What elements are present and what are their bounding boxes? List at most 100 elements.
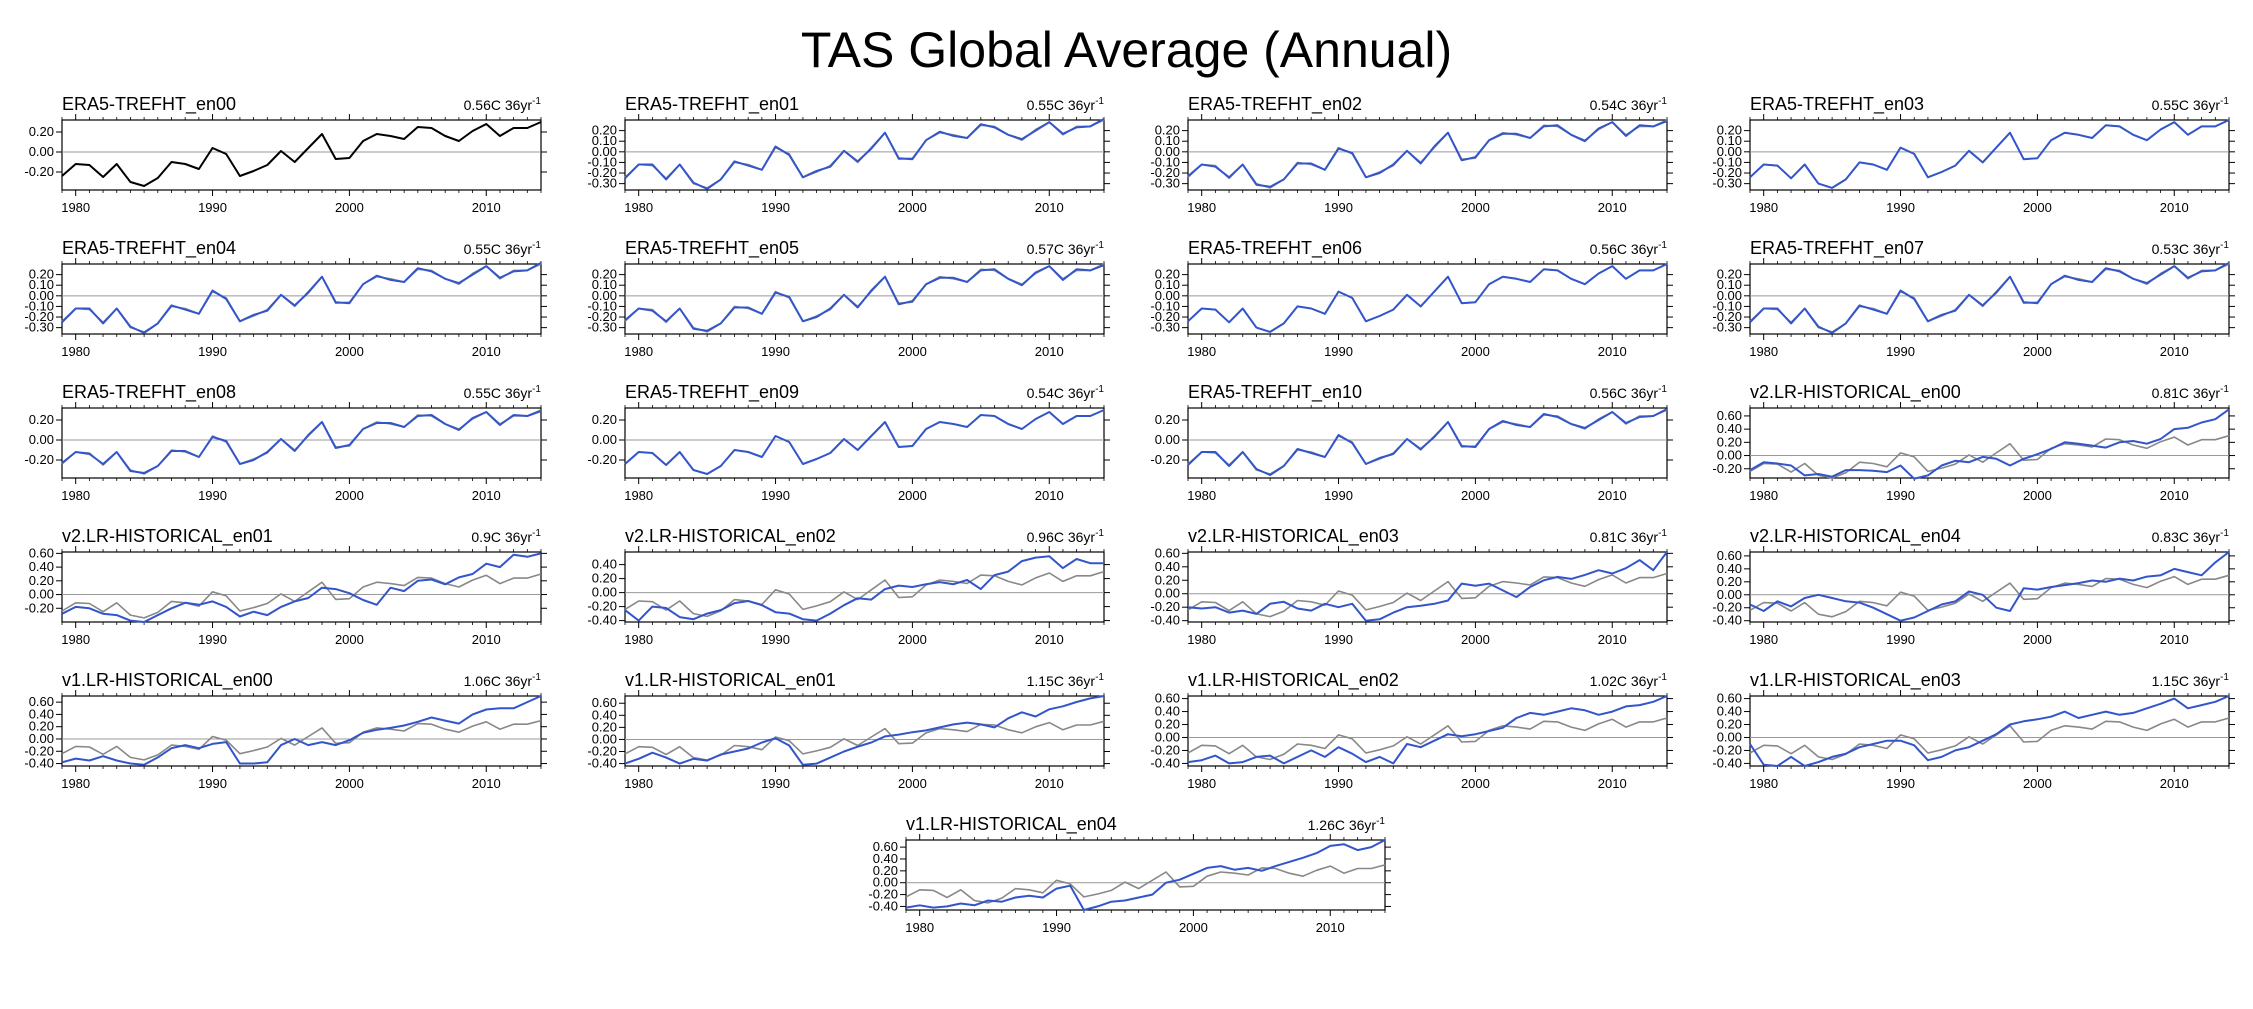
y-tick-label: 0.20 — [29, 412, 54, 427]
x-tick-label: 2000 — [2023, 488, 2052, 503]
x-tick-label: 1980 — [905, 920, 934, 935]
x-tick-label: 2010 — [2160, 344, 2189, 359]
plot-frame — [624, 263, 1105, 335]
panel-chart: ERA5-TREFHT_en00 0.56C 36yr-1 1980 1990 2000… — [24, 94, 547, 215]
panel-title: ERA5-TREFHT_en10 — [1188, 382, 1362, 403]
ensemble-series-line — [61, 552, 542, 623]
panel-title: v1.LR-HISTORICAL_en02 — [1188, 670, 1399, 691]
x-tick-label: 1990 — [1886, 632, 1915, 647]
ensemble-series-line — [1749, 695, 2230, 767]
ensemble-series-line — [61, 695, 542, 766]
plot-frame — [905, 839, 1386, 911]
reference-series-line — [1187, 572, 1668, 618]
x-tick-label: 2000 — [898, 344, 927, 359]
x-tick-label: 2010 — [472, 200, 501, 215]
y-tick-label: -0.20 — [868, 887, 898, 902]
x-tick-label: 2000 — [1461, 344, 1490, 359]
panel-title: ERA5-TREFHT_en05 — [625, 238, 799, 259]
x-tick-label: 2010 — [1035, 488, 1064, 503]
x-tick-label: 2010 — [2160, 632, 2189, 647]
panel-title: v2.LR-HISTORICAL_en04 — [1750, 526, 1961, 547]
x-tick-label: 2000 — [1461, 200, 1490, 215]
y-tick-label: 0.00 — [592, 432, 617, 447]
y-tick-label: 0.20 — [1155, 123, 1180, 138]
x-tick-label: 1990 — [761, 632, 790, 647]
x-tick-label: 2010 — [472, 488, 501, 503]
x-tick-label: 1980 — [1187, 344, 1216, 359]
panel-chart: v1.LR-HISTORICAL_en04 1.26C 36yr-1 1980 199… — [868, 814, 1391, 935]
panel-trend-label: 0.9C 36yr-1 — [471, 528, 541, 545]
x-tick-label: 1980 — [624, 344, 653, 359]
y-tick-label: 0.10 — [1155, 277, 1180, 292]
ensemble-series-line — [624, 409, 1105, 475]
y-tick-label: -0.30 — [24, 320, 54, 335]
x-tick-label: 1980 — [624, 200, 653, 215]
panel-chart: v2.LR-HISTORICAL_en00 0.81C 36yr-1 1980 199… — [1712, 382, 2235, 503]
y-tick-label: 0.20 — [1155, 572, 1180, 587]
plot-frame — [1749, 119, 2230, 191]
x-tick-label: 1990 — [761, 488, 790, 503]
y-tick-label: -0.20 — [1712, 461, 1742, 476]
x-tick-label: 1990 — [198, 632, 227, 647]
y-tick-label: 0.40 — [29, 559, 54, 574]
x-tick-label: 2010 — [1035, 200, 1064, 215]
plot-frame — [1749, 407, 2230, 479]
x-tick-label: 2000 — [898, 776, 927, 791]
x-tick-label: 1990 — [1886, 344, 1915, 359]
y-tick-label: -0.30 — [1712, 176, 1742, 191]
x-tick-label: 2010 — [1598, 344, 1627, 359]
y-tick-label: 0.00 — [1155, 144, 1180, 159]
y-tick-label: -0.20 — [1150, 742, 1180, 757]
plot-frame — [61, 119, 542, 191]
y-tick-label: 0.00 — [1155, 288, 1180, 303]
x-tick-label: 2000 — [335, 776, 364, 791]
y-tick-label: 0.20 — [29, 573, 54, 588]
ensemble-series-line — [61, 121, 542, 187]
y-tick-label: 0.20 — [1155, 412, 1180, 427]
x-tick-label: 2010 — [2160, 200, 2189, 215]
x-tick-label: 2000 — [1461, 776, 1490, 791]
y-tick-label: -0.20 — [24, 600, 54, 615]
y-tick-label: 0.40 — [1717, 421, 1742, 436]
y-tick-label: 0.00 — [1717, 288, 1742, 303]
ensemble-series-line — [1187, 408, 1668, 476]
panel-chart: v1.LR-HISTORICAL_en00 1.06C 36yr-1 1980 199… — [24, 670, 547, 791]
panel-trend-label: 1.02C 36yr-1 — [1590, 672, 1668, 689]
panel-title: v1.LR-HISTORICAL_en04 — [906, 814, 1117, 835]
y-tick-label: 0.40 — [592, 707, 617, 722]
y-tick-label: -0.20 — [1712, 165, 1742, 180]
y-tick-label: -0.30 — [1150, 320, 1180, 335]
panel-chart: ERA5-TREFHT_en10 0.56C 36yr-1 1980 1990 2000… — [1150, 382, 1673, 503]
panel-trend-label: 0.56C 36yr-1 — [464, 96, 542, 113]
plot-frame — [1187, 119, 1668, 191]
x-tick-label: 1980 — [624, 776, 653, 791]
y-tick-label: 0.10 — [1717, 133, 1742, 148]
panel-chart: ERA5-TREFHT_en08 0.55C 36yr-1 1980 1990 2000… — [24, 382, 547, 503]
panel-chart: ERA5-TREFHT_en04 0.55C 36yr-1 1980 1990 2000… — [24, 238, 547, 359]
panel-trend-label: 0.55C 36yr-1 — [1027, 96, 1105, 113]
ensemble-series-line — [61, 262, 542, 334]
panel-trend-label: 0.57C 36yr-1 — [1027, 240, 1105, 257]
y-tick-label: -0.20 — [587, 744, 617, 759]
panel-chart: v1.LR-HISTORICAL_en02 1.02C 36yr-1 1980 199… — [1150, 670, 1673, 791]
ensemble-series-line — [1749, 551, 2230, 622]
ensemble-series-line — [624, 555, 1104, 622]
panel-trend-label: 0.55C 36yr-1 — [464, 240, 542, 257]
ensemble-series-line — [1749, 119, 2230, 189]
plot-frame — [1749, 551, 2230, 623]
y-tick-label: 0.00 — [1717, 729, 1742, 744]
x-tick-label: 2000 — [2023, 632, 2052, 647]
y-tick-label: -0.20 — [1150, 165, 1180, 180]
plot-frame — [624, 119, 1105, 191]
plot-frame — [624, 407, 1105, 479]
y-tick-label: 0.00 — [592, 288, 617, 303]
x-tick-label: 1990 — [198, 488, 227, 503]
x-tick-label: 1990 — [1042, 920, 1071, 935]
y-tick-label: 0.60 — [29, 545, 54, 560]
x-tick-label: 2010 — [1598, 200, 1627, 215]
y-tick-label: 0.00 — [29, 731, 54, 746]
panel-title: ERA5-TREFHT_en04 — [62, 238, 236, 259]
ensemble-series-line — [905, 839, 1386, 911]
panel-title: ERA5-TREFHT_en03 — [1750, 94, 1924, 115]
